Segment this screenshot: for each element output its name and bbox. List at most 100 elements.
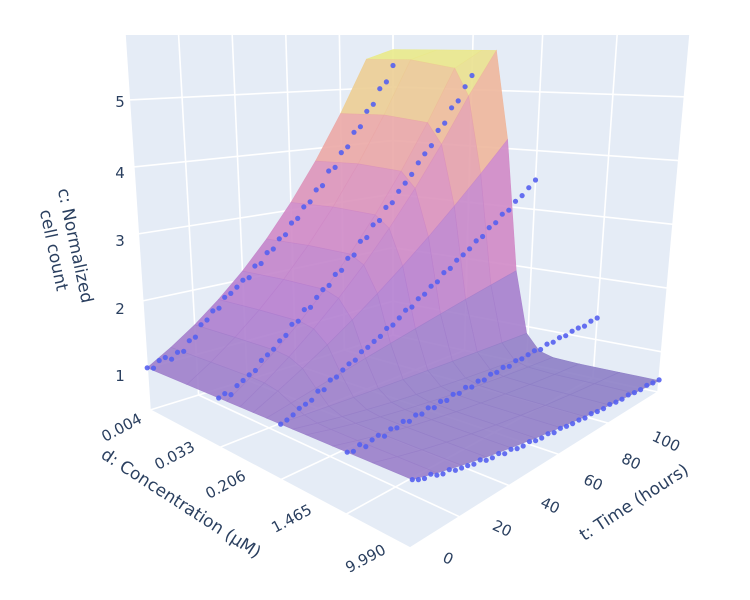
x-tick-label: 0.206 [202,467,248,503]
x-tick-label: 9.990 [342,541,388,577]
data-point [332,164,338,170]
data-point [144,365,150,371]
data-point [327,377,333,383]
data-point [228,290,234,296]
data-point [563,333,569,339]
data-point [582,415,588,421]
x-tick-label: 0.004 [98,410,144,446]
data-point [525,352,531,358]
data-point [600,406,607,412]
data-point [363,444,369,450]
data-point [438,398,444,404]
data-point [388,426,394,432]
data-point [290,412,296,418]
data-point [557,425,564,431]
data-point [222,294,228,300]
data-point [556,335,563,341]
data-point [390,62,396,69]
data-point [377,333,383,339]
data-point [493,220,499,226]
data-point [198,322,204,328]
data-point [480,233,486,240]
left-wall-gridline-c [129,86,394,101]
back-wall-gridline-d [592,34,618,379]
data-point [455,98,461,104]
data-point [216,305,222,311]
data-point [301,204,307,210]
data-point [283,332,289,338]
data-point [222,391,228,397]
scatter-points [144,62,662,483]
data-point [508,446,514,452]
z-tick-label: 5 [115,93,125,111]
data-point [499,211,505,217]
data-point [496,450,502,457]
data-point [538,346,544,353]
data-point [301,307,307,313]
data-point [320,287,326,293]
data-point [409,477,415,483]
data-point [313,187,319,193]
z-tick-label: 4 [115,164,125,182]
data-point [228,392,234,398]
data-point [351,129,357,135]
data-point [519,356,525,362]
data-point [377,86,383,92]
data-point [575,325,581,331]
data-point [258,357,264,363]
floor-gridline-t [198,394,460,518]
y-tick-label: 20 [490,516,515,540]
data-point [288,220,295,226]
data-point [156,357,162,364]
data-point [631,390,638,396]
data-point [282,232,289,238]
data-point [551,430,557,436]
data-point [594,315,600,321]
data-point [607,401,613,407]
data-point [314,294,320,300]
data-point [240,277,246,283]
data-point [434,279,440,285]
data-point [519,193,525,199]
data-point [442,120,448,126]
data-point [513,358,519,364]
data-point [246,275,252,281]
data-point [454,257,460,263]
data-point [425,405,431,411]
data-point [319,183,326,189]
data-point [370,222,376,228]
x-tick-label: 1.465 [268,501,314,537]
data-point [240,377,246,384]
z-tick-label: 2 [115,300,125,318]
data-point [333,374,340,380]
y-tick-label: 60 [581,470,606,494]
data-point [452,467,458,473]
back-wall-gridline-d [657,34,691,393]
data-point [563,423,570,429]
data-point [339,267,345,273]
data-point [357,238,363,244]
data-point [506,207,512,213]
data-point [419,411,425,417]
data-point [326,168,332,174]
data-point [315,388,321,394]
data-point [581,323,588,329]
data-point [428,283,434,289]
data-point [192,334,198,340]
data-point [532,177,539,183]
data-point [350,448,356,454]
data-point [431,405,437,411]
data-point [409,304,415,310]
data-point [307,199,313,205]
data-point [365,344,371,350]
data-point [422,291,428,297]
data-point [421,475,428,482]
data-point [520,443,526,449]
data-point [162,354,168,361]
data-point [434,472,440,478]
data-point [465,463,471,469]
data-point [284,417,290,423]
data-point [258,260,264,267]
